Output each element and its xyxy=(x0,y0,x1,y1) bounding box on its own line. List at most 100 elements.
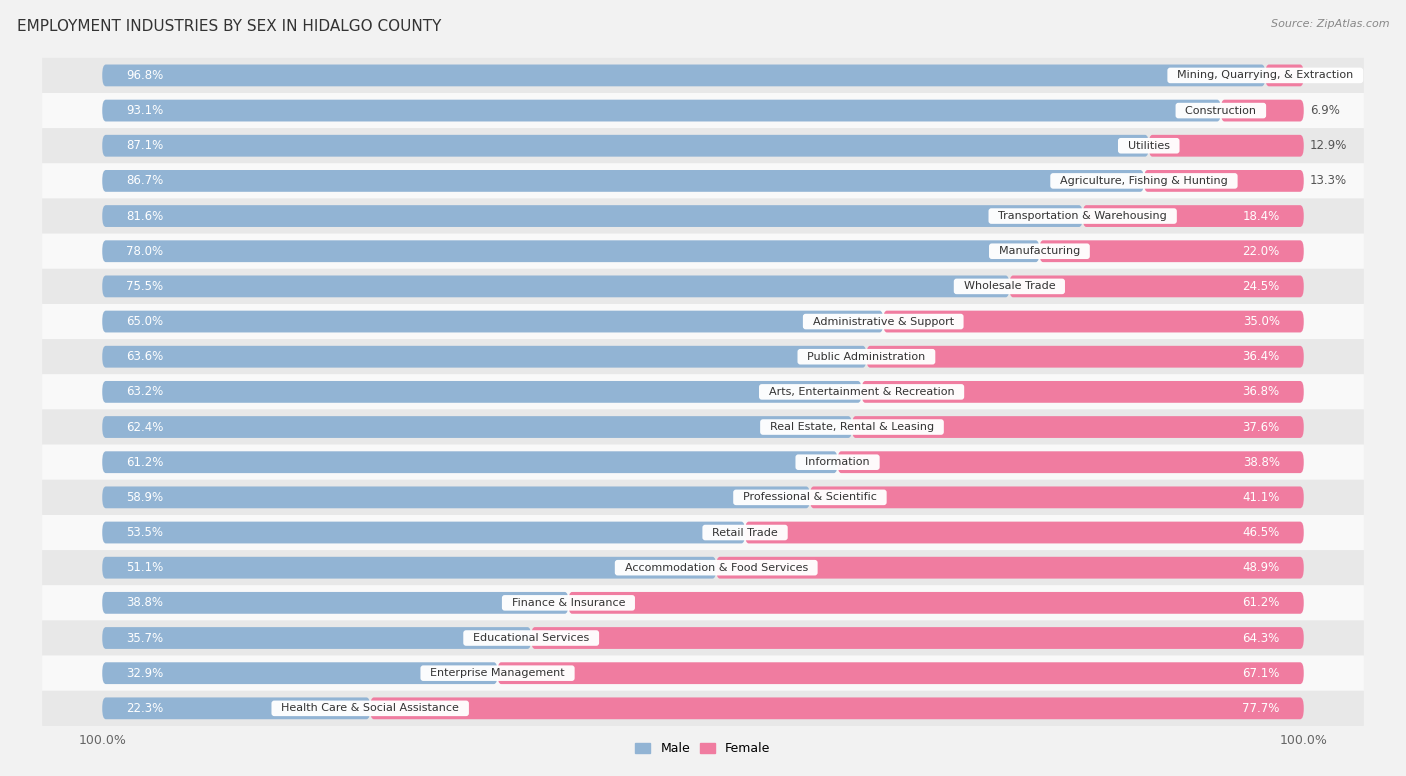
Text: 96.8%: 96.8% xyxy=(127,69,163,82)
Text: 13.3%: 13.3% xyxy=(1310,175,1347,188)
FancyBboxPatch shape xyxy=(810,487,1303,508)
Text: Professional & Scientific: Professional & Scientific xyxy=(735,492,884,502)
FancyBboxPatch shape xyxy=(42,550,1364,585)
FancyBboxPatch shape xyxy=(42,339,1364,374)
Text: Accommodation & Food Services: Accommodation & Food Services xyxy=(617,563,815,573)
FancyBboxPatch shape xyxy=(531,627,1303,649)
FancyBboxPatch shape xyxy=(103,310,883,332)
FancyBboxPatch shape xyxy=(1149,135,1303,157)
FancyBboxPatch shape xyxy=(370,698,1303,719)
FancyBboxPatch shape xyxy=(42,691,1364,726)
FancyBboxPatch shape xyxy=(1083,205,1303,227)
FancyBboxPatch shape xyxy=(103,662,498,684)
Text: Enterprise Management: Enterprise Management xyxy=(423,668,572,678)
Text: 46.5%: 46.5% xyxy=(1243,526,1279,539)
FancyBboxPatch shape xyxy=(103,99,1220,122)
Text: 12.9%: 12.9% xyxy=(1310,139,1347,152)
Text: Agriculture, Fishing & Hunting: Agriculture, Fishing & Hunting xyxy=(1053,176,1234,186)
Legend: Male, Female: Male, Female xyxy=(630,737,776,760)
FancyBboxPatch shape xyxy=(42,304,1364,339)
Text: 61.2%: 61.2% xyxy=(127,456,163,469)
FancyBboxPatch shape xyxy=(103,275,1010,297)
FancyBboxPatch shape xyxy=(103,241,1039,262)
FancyBboxPatch shape xyxy=(42,656,1364,691)
FancyBboxPatch shape xyxy=(103,698,370,719)
FancyBboxPatch shape xyxy=(103,521,745,543)
FancyBboxPatch shape xyxy=(103,205,1083,227)
Text: Educational Services: Educational Services xyxy=(465,633,596,643)
Text: 58.9%: 58.9% xyxy=(127,491,163,504)
Text: Source: ZipAtlas.com: Source: ZipAtlas.com xyxy=(1271,19,1389,29)
Text: 77.7%: 77.7% xyxy=(1243,702,1279,715)
Text: 3.2%: 3.2% xyxy=(1310,69,1340,82)
FancyBboxPatch shape xyxy=(42,445,1364,480)
FancyBboxPatch shape xyxy=(42,621,1364,656)
Text: 38.8%: 38.8% xyxy=(127,596,163,609)
FancyBboxPatch shape xyxy=(1010,275,1303,297)
FancyBboxPatch shape xyxy=(103,592,568,614)
FancyBboxPatch shape xyxy=(103,452,838,473)
FancyBboxPatch shape xyxy=(42,93,1364,128)
Text: 22.0%: 22.0% xyxy=(1243,244,1279,258)
Text: 51.1%: 51.1% xyxy=(127,561,163,574)
Text: 36.8%: 36.8% xyxy=(1243,386,1279,398)
Text: 75.5%: 75.5% xyxy=(127,280,163,293)
FancyBboxPatch shape xyxy=(1144,170,1303,192)
FancyBboxPatch shape xyxy=(1265,64,1303,86)
FancyBboxPatch shape xyxy=(103,170,1144,192)
Text: Mining, Quarrying, & Extraction: Mining, Quarrying, & Extraction xyxy=(1170,71,1361,81)
FancyBboxPatch shape xyxy=(103,135,1149,157)
Text: Real Estate, Rental & Leasing: Real Estate, Rental & Leasing xyxy=(763,422,941,432)
FancyBboxPatch shape xyxy=(42,585,1364,621)
FancyBboxPatch shape xyxy=(838,452,1303,473)
FancyBboxPatch shape xyxy=(42,163,1364,199)
Text: Arts, Entertainment & Recreation: Arts, Entertainment & Recreation xyxy=(762,387,962,397)
Text: Administrative & Support: Administrative & Support xyxy=(806,317,960,327)
Text: 65.0%: 65.0% xyxy=(127,315,163,328)
FancyBboxPatch shape xyxy=(498,662,1303,684)
FancyBboxPatch shape xyxy=(42,268,1364,304)
FancyBboxPatch shape xyxy=(103,627,531,649)
Text: 67.1%: 67.1% xyxy=(1243,667,1279,680)
FancyBboxPatch shape xyxy=(42,515,1364,550)
FancyBboxPatch shape xyxy=(862,381,1303,403)
FancyBboxPatch shape xyxy=(745,521,1303,543)
Text: 6.9%: 6.9% xyxy=(1310,104,1340,117)
Text: Utilities: Utilities xyxy=(1121,140,1177,151)
FancyBboxPatch shape xyxy=(1220,99,1303,122)
FancyBboxPatch shape xyxy=(103,64,1265,86)
FancyBboxPatch shape xyxy=(716,557,1303,579)
Text: 63.6%: 63.6% xyxy=(127,350,163,363)
FancyBboxPatch shape xyxy=(103,381,862,403)
FancyBboxPatch shape xyxy=(852,416,1303,438)
Text: Retail Trade: Retail Trade xyxy=(706,528,785,538)
FancyBboxPatch shape xyxy=(42,480,1364,515)
Text: 35.7%: 35.7% xyxy=(127,632,163,645)
FancyBboxPatch shape xyxy=(42,128,1364,163)
Text: Information: Information xyxy=(799,457,877,467)
Text: 53.5%: 53.5% xyxy=(127,526,163,539)
Text: 24.5%: 24.5% xyxy=(1243,280,1279,293)
Text: Manufacturing: Manufacturing xyxy=(991,246,1087,256)
Text: 38.8%: 38.8% xyxy=(1243,456,1279,469)
FancyBboxPatch shape xyxy=(42,58,1364,93)
Text: 62.4%: 62.4% xyxy=(127,421,163,434)
Text: 63.2%: 63.2% xyxy=(127,386,163,398)
FancyBboxPatch shape xyxy=(42,199,1364,234)
Text: 78.0%: 78.0% xyxy=(127,244,163,258)
Text: 86.7%: 86.7% xyxy=(127,175,163,188)
FancyBboxPatch shape xyxy=(103,346,866,368)
Text: Transportation & Warehousing: Transportation & Warehousing xyxy=(991,211,1174,221)
Text: 93.1%: 93.1% xyxy=(127,104,163,117)
Text: Health Care & Social Assistance: Health Care & Social Assistance xyxy=(274,703,467,713)
FancyBboxPatch shape xyxy=(103,487,810,508)
Text: Wholesale Trade: Wholesale Trade xyxy=(956,282,1062,292)
Text: Finance & Insurance: Finance & Insurance xyxy=(505,598,633,608)
FancyBboxPatch shape xyxy=(42,374,1364,410)
Text: 41.1%: 41.1% xyxy=(1243,491,1279,504)
FancyBboxPatch shape xyxy=(103,416,852,438)
FancyBboxPatch shape xyxy=(42,234,1364,268)
Text: 48.9%: 48.9% xyxy=(1243,561,1279,574)
FancyBboxPatch shape xyxy=(866,346,1303,368)
FancyBboxPatch shape xyxy=(1039,241,1303,262)
